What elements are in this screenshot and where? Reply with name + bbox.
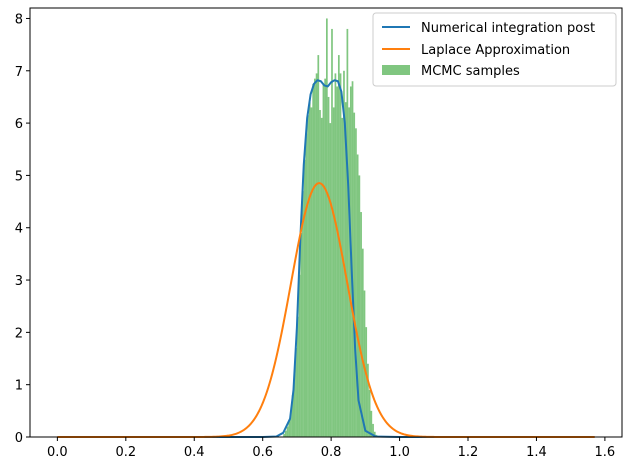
histogram-bar — [290, 410, 292, 437]
histogram-bar — [286, 426, 289, 437]
y-tick-label: 2 — [15, 326, 23, 341]
histogram-bar — [327, 96, 330, 437]
histogram-bar — [329, 123, 332, 437]
y-tick-label: 5 — [15, 169, 23, 184]
x-tick-label: 0.0 — [47, 445, 68, 460]
y-tick-label: 8 — [15, 12, 23, 27]
x-tick-label: 0.4 — [184, 445, 205, 460]
series-line-numerical — [57, 79, 595, 438]
x-tick-label: 1.0 — [389, 445, 410, 460]
x-tick-label: 1.4 — [526, 445, 547, 460]
histogram-bar — [288, 421, 291, 437]
histogram-bar — [353, 112, 356, 437]
histogram-bar — [293, 374, 296, 437]
histogram-bar — [361, 248, 364, 437]
histogram-bar — [358, 175, 361, 438]
histogram-bar — [368, 389, 371, 437]
histogram-bar — [334, 73, 337, 438]
x-axis: 0.0 0.2 0.4 0.6 0.8 1.0 1.2 1.4 1.6 — [47, 437, 615, 460]
histogram-bar — [298, 274, 301, 437]
histogram-bar — [331, 28, 333, 438]
histogram-bar — [308, 102, 311, 438]
y-axis: 0 1 2 3 4 5 6 7 8 — [15, 12, 30, 446]
histogram-bar — [283, 433, 285, 437]
histogram-bar — [343, 70, 345, 437]
histogram-bar — [315, 73, 318, 438]
legend-box — [372, 12, 617, 87]
histogram-bar — [302, 191, 304, 437]
histogram-bar — [370, 410, 373, 437]
histogram-bar — [295, 348, 297, 437]
histogram-bar — [317, 55, 320, 438]
x-tick-label: 0.6 — [252, 445, 273, 460]
histogram-bar — [355, 128, 357, 437]
histogram-bar — [360, 212, 362, 437]
histogram-bar — [300, 232, 303, 437]
histogram-bar — [305, 133, 308, 437]
histogram-bar — [320, 117, 323, 438]
histogram-bar — [356, 154, 359, 438]
histogram-bar — [322, 83, 325, 438]
axes-frame — [29, 7, 623, 438]
histogram-bar — [314, 78, 316, 437]
histogram-bar — [324, 78, 326, 437]
y-tick-label: 0 — [15, 431, 23, 446]
x-tick-label: 0.8 — [321, 445, 342, 460]
histogram-bar — [348, 107, 350, 437]
histogram-bar — [307, 115, 309, 437]
y-tick-label: 3 — [15, 274, 23, 289]
histogram-bar — [312, 83, 315, 438]
histogram-bar — [284, 430, 287, 437]
legend-label-laplace: Laplace Approximation — [421, 43, 570, 58]
histogram-bar — [303, 159, 306, 437]
y-tick-label: 6 — [15, 117, 23, 132]
legend-label-numerical: Numerical integration post — [421, 21, 595, 36]
histogram-bar — [310, 107, 313, 437]
histogram-bar — [326, 18, 328, 438]
histogram-bar — [373, 431, 376, 437]
histogram-bar — [291, 395, 294, 437]
histogram-bar — [346, 28, 349, 438]
histogram-bar — [367, 363, 369, 437]
x-tick-label: 1.2 — [458, 445, 479, 460]
legend-label-mcmc: MCMC samples — [421, 64, 520, 79]
histogram-bar — [319, 110, 321, 437]
legend: Numerical integration post Laplace Appro… — [372, 12, 617, 87]
x-tick-label: 1.6 — [595, 445, 616, 460]
histogram-bar — [339, 73, 342, 438]
y-tick-label: 4 — [15, 222, 23, 237]
x-tick-label: 0.2 — [115, 445, 136, 460]
y-tick-label: 7 — [15, 65, 23, 80]
histogram-bar — [296, 316, 299, 437]
plot-area — [57, 18, 595, 438]
y-tick-label: 1 — [15, 379, 23, 394]
histogram-bar — [337, 55, 340, 438]
histogram-bar — [372, 423, 374, 437]
histogram-bar — [365, 327, 368, 437]
histogram-bar — [351, 81, 354, 438]
legend-swatch-mcmc — [382, 65, 410, 75]
histogram-bar — [341, 117, 344, 438]
histogram-bar — [332, 107, 335, 437]
histogram-bar — [336, 86, 338, 437]
